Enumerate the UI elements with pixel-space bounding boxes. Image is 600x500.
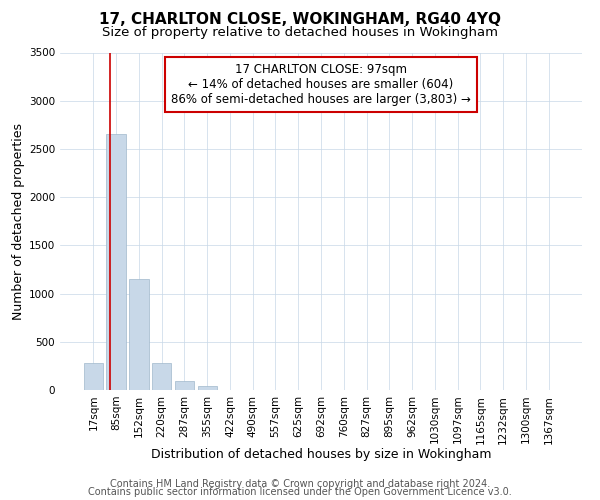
Bar (84, 363, 103, 390)
Text: Size of property relative to detached houses in Wokingham: Size of property relative to detached ho… (102, 26, 498, 39)
Bar (175, 381, 194, 390)
Text: Contains public sector information licensed under the Open Government Licence v3: Contains public sector information licen… (88, 487, 512, 497)
Text: 17 CHARLTON CLOSE: 97sqm
← 14% of detached houses are smaller (604)
86% of semi-: 17 CHARLTON CLOSE: 97sqm ← 14% of detach… (171, 62, 471, 106)
Bar (129, 279, 149, 390)
Bar (197, 386, 217, 390)
X-axis label: Distribution of detached houses by size in Wokingham: Distribution of detached houses by size … (151, 448, 491, 461)
Text: Contains HM Land Registry data © Crown copyright and database right 2024.: Contains HM Land Registry data © Crown c… (110, 479, 490, 489)
Y-axis label: Number of detached properties: Number of detached properties (12, 122, 25, 320)
Bar (152, 363, 172, 390)
Bar (106, 134, 126, 390)
Text: 17, CHARLTON CLOSE, WOKINGHAM, RG40 4YQ: 17, CHARLTON CLOSE, WOKINGHAM, RG40 4YQ (99, 12, 501, 28)
